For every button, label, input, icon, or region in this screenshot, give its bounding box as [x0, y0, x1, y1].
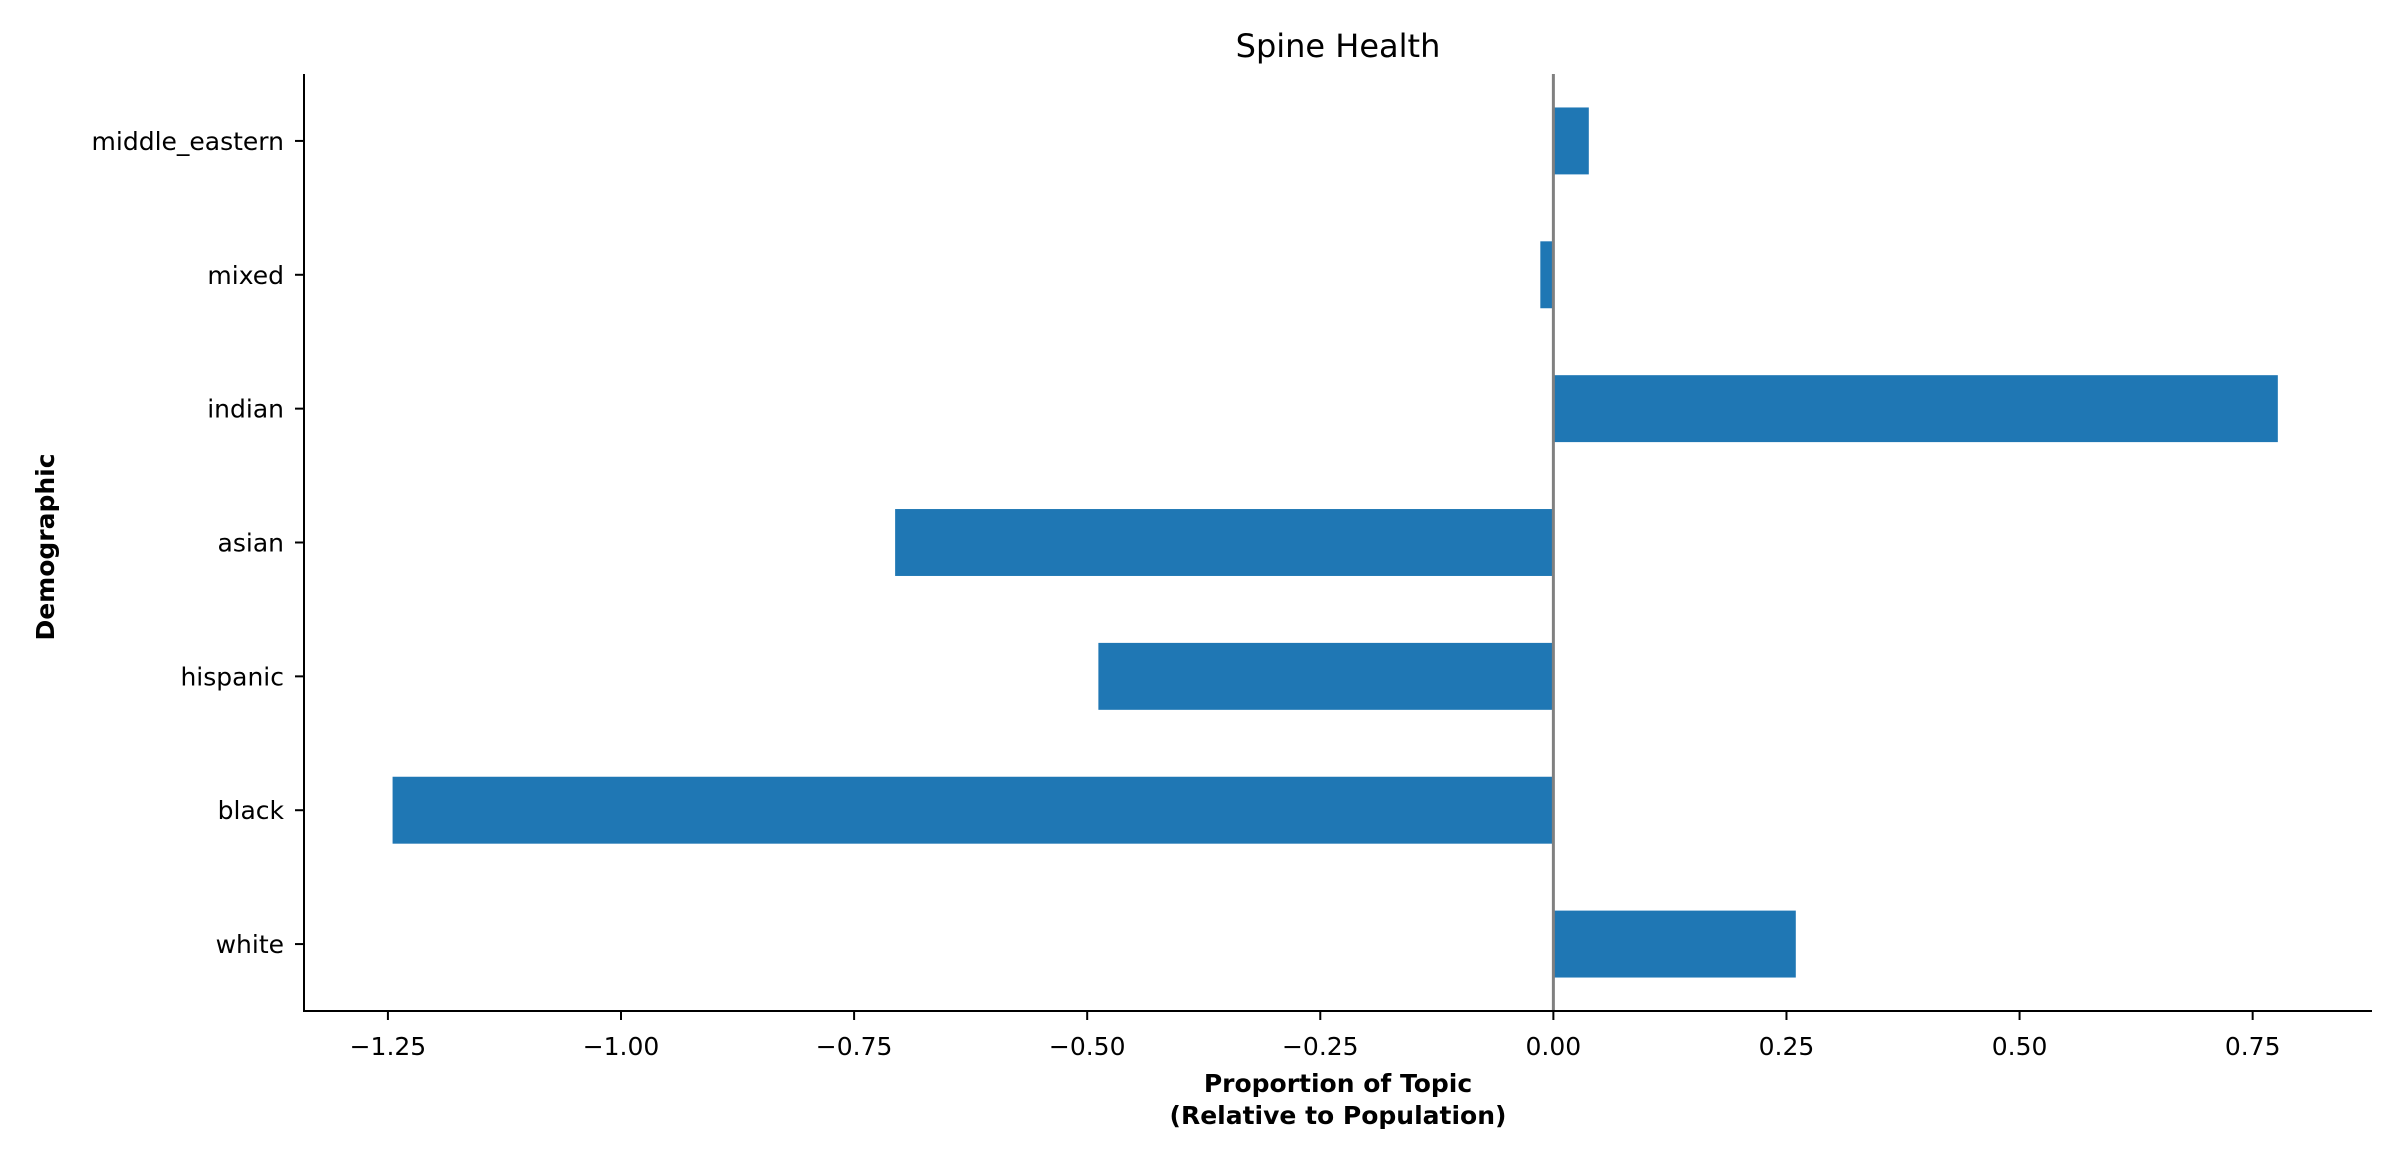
y-axis-ticks: white black hispanic asian indian mixed middle…	[92, 127, 304, 959]
bar-asian	[895, 509, 1554, 576]
y-axis-label: Demographic	[31, 453, 60, 640]
x-tick-label: 0.00	[1526, 1032, 1582, 1061]
y-tick-label: indian	[207, 395, 284, 424]
x-tick-label: −1.00	[583, 1032, 660, 1061]
x-tick-label: 0.50	[1992, 1032, 2048, 1061]
bar-white	[1553, 910, 1796, 978]
y-tick-label: white	[216, 930, 284, 959]
x-tick-label: 0.25	[1759, 1032, 1815, 1061]
x-tick-label: −0.75	[816, 1032, 893, 1061]
x-axis-label-line-1: Proportion of Topic	[1204, 1069, 1472, 1098]
y-tick-label: mixed	[207, 261, 284, 290]
y-tick-label: black	[218, 796, 285, 825]
bar-mixed	[1540, 241, 1554, 309]
bar-middle_eastern	[1553, 107, 1589, 175]
y-tick-label: middle_eastern	[92, 127, 284, 156]
chart-title: Spine Health	[1236, 27, 1441, 65]
y-tick-label: hispanic	[180, 662, 284, 691]
bar-indian	[1553, 375, 2278, 443]
bar-hispanic	[1098, 642, 1554, 710]
x-tick-label: 0.75	[2225, 1032, 2281, 1061]
y-tick-label: asian	[218, 529, 284, 558]
x-tick-label: −0.25	[1282, 1032, 1359, 1061]
x-axis-ticks: −1.25 −1.00 −0.75 −0.50 −0.25 0.00 0.25 0.50 0.7…	[350, 1011, 2281, 1061]
bars-layer	[392, 107, 2278, 978]
x-tick-label: −0.50	[1049, 1032, 1126, 1061]
x-tick-label: −1.25	[350, 1032, 427, 1061]
bar-black	[392, 776, 1554, 844]
x-axis-label-line-2: (Relative to Population)	[1170, 1101, 1507, 1130]
